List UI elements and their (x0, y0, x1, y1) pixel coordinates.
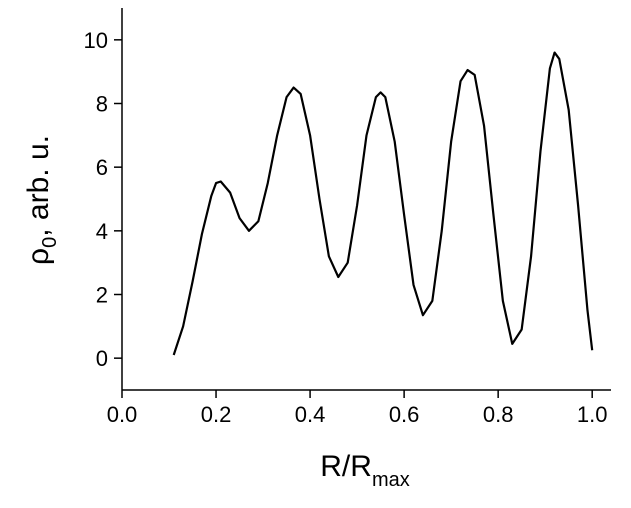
x-tick-label: 0.2 (201, 402, 232, 427)
y-tick-label: 10 (84, 28, 108, 53)
y-tick-label: 0 (96, 346, 108, 371)
y-axis-title: ρ0, arb. u. (22, 135, 61, 265)
y-tick-label: 6 (96, 155, 108, 180)
y-axis-title-main: ρ (22, 248, 55, 265)
x-axis-title-sub: max (372, 469, 410, 491)
x-tick-label: 0.6 (389, 402, 420, 427)
x-axis-title: R/Rmax (320, 450, 409, 491)
y-tick-label: 4 (96, 219, 108, 244)
x-tick-label: 0.4 (295, 402, 326, 427)
y-tick-label: 8 (96, 92, 108, 117)
x-axis-title-main: R/R (320, 450, 372, 483)
y-tick-label: 2 (96, 283, 108, 308)
data-line (172, 51, 594, 356)
y-axis-title-sub: 0 (39, 237, 61, 248)
y-axis-title-rest: , arb. u. (22, 135, 55, 237)
x-tick-label: 0.0 (107, 402, 138, 427)
x-tick-label: 0.8 (483, 402, 514, 427)
x-tick-label: 1.0 (577, 402, 608, 427)
